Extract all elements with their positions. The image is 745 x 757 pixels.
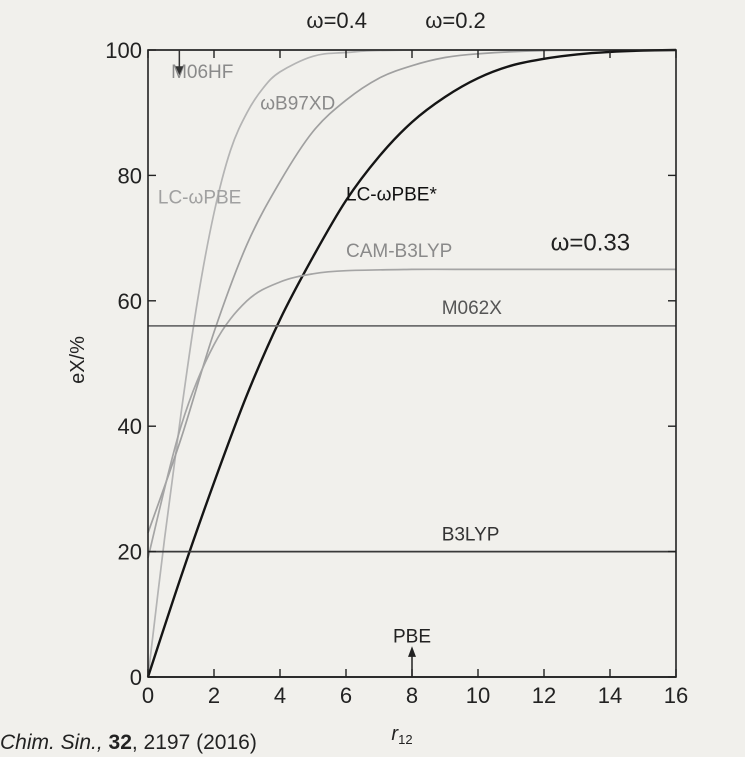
x-tick-label-8: 8 bbox=[406, 683, 418, 708]
annotation-cam-b3lyp: CAM-B3LYP bbox=[346, 241, 452, 262]
annotation-omega-0-2: ω=0.2 bbox=[425, 8, 486, 33]
annotation-pbe: PBE bbox=[393, 627, 431, 648]
y-tick-label-0: 0 bbox=[130, 665, 142, 690]
y-tick-label-40: 40 bbox=[118, 414, 142, 439]
x-tick-label-2: 2 bbox=[208, 683, 220, 708]
plot-curves bbox=[146, 48, 677, 678]
series-line-lc-omegapbe-star bbox=[146, 48, 677, 678]
x-tick-label-12: 12 bbox=[532, 683, 556, 708]
citation-volume: 32 bbox=[109, 731, 132, 754]
x-axis-label-subscript: 12 bbox=[398, 732, 412, 747]
annotation-b3lyp: B3LYP bbox=[442, 524, 500, 545]
x-tick-label-4: 4 bbox=[274, 683, 286, 708]
x-tick-label-10: 10 bbox=[466, 683, 490, 708]
annotation-omegab97xd: ωB97XD bbox=[260, 94, 335, 115]
citation-pages-year: , 2197 (2016) bbox=[132, 731, 257, 754]
x-axis-label-main: r bbox=[391, 723, 399, 745]
plot-frame bbox=[147, 49, 677, 678]
x-tick-label-0: 0 bbox=[142, 683, 154, 708]
citation-journal: Chim. Sin., bbox=[0, 731, 109, 754]
annotation-lc-omegapbe: LC-ωPBE bbox=[158, 188, 241, 209]
y-tick-label-100: 100 bbox=[105, 38, 142, 63]
annotation-omega-0-4: ω=0.4 bbox=[306, 8, 367, 33]
series-line-omegab97xd bbox=[147, 49, 677, 534]
annotation-lc-omegapbe-star: LC-ωPBE* bbox=[346, 184, 437, 205]
y-tick-label-60: 60 bbox=[118, 289, 142, 314]
axis-ticks: 0 2 4 6 8 10 12 14 16 0 20 40 60 80 100 bbox=[105, 38, 688, 708]
y-tick-label-20: 20 bbox=[118, 540, 142, 565]
annotation-omega-0-33: ω=0.33 bbox=[551, 230, 630, 257]
plot-axes bbox=[147, 49, 677, 678]
series-line-cam-b3lyp bbox=[147, 268, 676, 559]
x-tick-label-6: 6 bbox=[340, 683, 352, 708]
y-axis-label: eX/% bbox=[67, 336, 89, 384]
x-tick-label-14: 14 bbox=[598, 683, 622, 708]
annotation-m06hf: M06HF bbox=[171, 62, 233, 83]
plot-annotations: M06HF ωB97XD LC-ωPBE LC-ωPBE* CAM-B3LYP ω=0.3… bbox=[158, 8, 630, 677]
citation-caption: Chim. Sin., 32, 2197 (2016) bbox=[0, 731, 257, 754]
arrow-head-m06hf bbox=[175, 66, 184, 76]
y-tick-label-80: 80 bbox=[118, 163, 142, 188]
series-line-lc-omegapbe bbox=[147, 48, 677, 678]
arrow-head-pbe bbox=[408, 646, 416, 657]
x-axis-label: r12 bbox=[391, 723, 412, 747]
x-tick-label-16: 16 bbox=[664, 683, 688, 708]
annotation-m062x: M062X bbox=[442, 298, 503, 319]
